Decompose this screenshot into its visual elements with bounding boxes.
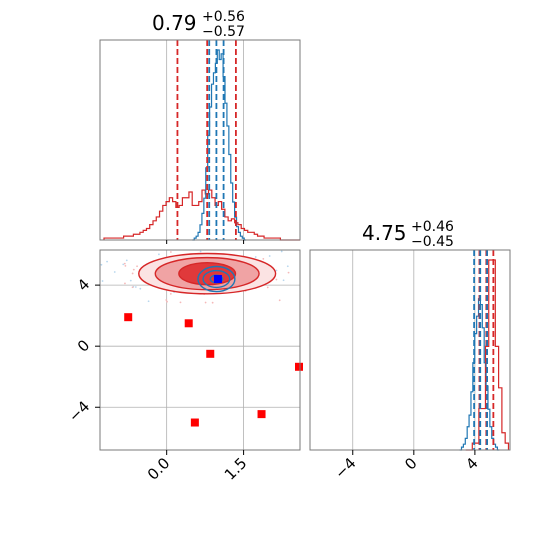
param2-title-value: 4.75 bbox=[362, 221, 407, 245]
joint-sample-point bbox=[211, 301, 214, 304]
joint-sample-point bbox=[254, 256, 257, 258]
joint-red-marker bbox=[295, 362, 303, 371]
hist2-xtick-label: −4 bbox=[331, 454, 359, 482]
joint-sample-point bbox=[287, 271, 290, 274]
hist1-red-series bbox=[103, 189, 300, 241]
joint-sample-point bbox=[169, 293, 172, 295]
joint-frame bbox=[99, 249, 301, 451]
joint-sample-point bbox=[169, 251, 172, 253]
joint-sample-point bbox=[165, 299, 168, 301]
joint-sample-point bbox=[106, 260, 108, 263]
joint-sample-point bbox=[166, 300, 168, 303]
joint-sample-point bbox=[101, 280, 104, 282]
joint-red-marker bbox=[184, 319, 193, 328]
joint-sample-point bbox=[124, 282, 126, 285]
joint-sample-point bbox=[278, 299, 281, 302]
joint-sample-point bbox=[179, 301, 182, 304]
hist2-xtick-label: 4 bbox=[462, 454, 481, 473]
joint-red-marker bbox=[124, 313, 133, 322]
joint-xtick-label: 1.5 bbox=[221, 454, 251, 484]
joint-sample-point bbox=[158, 253, 160, 256]
joint-sample-point bbox=[262, 257, 265, 260]
joint-sample-point bbox=[124, 264, 127, 267]
joint-sample-point bbox=[275, 269, 278, 272]
joint-red-marker bbox=[190, 418, 199, 427]
param1-title-upper-error: +0.56 bbox=[202, 9, 245, 25]
hist2-xtick-label: 0 bbox=[401, 454, 420, 473]
joint-ytick-label: 0 bbox=[74, 336, 93, 355]
panel-titles: 0.79 +0.56 −0.57 4.75 +0.46 −0.45 bbox=[152, 9, 454, 250]
hist2-frame bbox=[309, 249, 511, 451]
param2-title-upper-error: +0.46 bbox=[411, 219, 454, 235]
joint-sample-point bbox=[132, 268, 135, 271]
param1-title-value: 0.79 bbox=[152, 11, 197, 35]
joint-xtick-label: 0.0 bbox=[144, 454, 174, 484]
joint-sample-point bbox=[136, 265, 138, 268]
joint-sample-point bbox=[139, 287, 142, 290]
joint-sample-point bbox=[280, 250, 283, 253]
joint-sample-point bbox=[268, 255, 271, 257]
joint-sample-point bbox=[131, 286, 134, 289]
joint-blue-contour bbox=[197, 265, 236, 293]
histogram-panel-param2 bbox=[309, 249, 511, 451]
joint-sample-point bbox=[134, 286, 137, 288]
joint-sample-point bbox=[275, 278, 278, 281]
histogram-panel-param1 bbox=[99, 39, 301, 241]
joint-sample-point bbox=[122, 263, 125, 266]
joint-sample-point bbox=[100, 263, 103, 266]
joint-red-marker bbox=[257, 410, 266, 419]
joint-blue-marker bbox=[213, 275, 222, 284]
joint-sample-point bbox=[199, 250, 202, 253]
joint-blue-contour bbox=[202, 269, 231, 289]
joint-sample-point bbox=[282, 279, 285, 282]
joint-sample-point bbox=[266, 286, 269, 289]
joint-sample-point bbox=[123, 262, 126, 265]
joint-sample-point bbox=[131, 272, 134, 275]
hist1-blue-series bbox=[192, 49, 247, 241]
joint-sample-point bbox=[125, 259, 128, 262]
param1-title-lower-error: −0.57 bbox=[202, 24, 245, 40]
joint-sample-point bbox=[129, 279, 132, 282]
joint-sample-point bbox=[286, 265, 289, 268]
joint-sample-point bbox=[113, 271, 116, 273]
joint-sample-point bbox=[147, 300, 150, 303]
joint-ytick-label: −4 bbox=[65, 397, 93, 425]
param2-title-lower-error: −0.45 bbox=[411, 234, 454, 250]
joint-sample-point bbox=[204, 301, 207, 304]
joint-contour-panel bbox=[99, 249, 303, 451]
hist1-frame bbox=[99, 39, 301, 241]
joint-ytick-label: 4 bbox=[74, 275, 93, 294]
joint-red-marker bbox=[206, 349, 215, 358]
